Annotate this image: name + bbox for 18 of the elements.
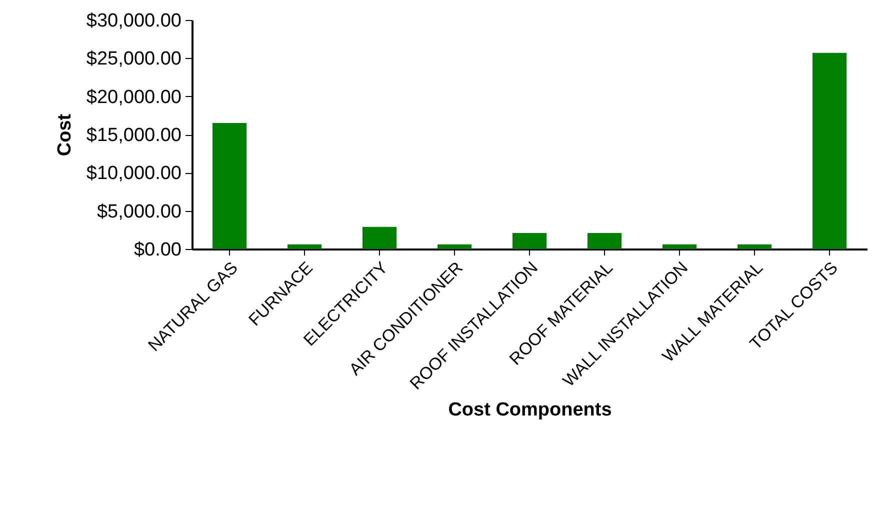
y-tick-label: $5,000.00	[96, 201, 182, 222]
bar	[512, 232, 546, 249]
bar	[288, 244, 322, 249]
y-tick-label: $10,000.00	[86, 163, 182, 184]
x-axis-title: Cost Components	[448, 400, 612, 421]
bar	[438, 244, 472, 249]
y-tick-label: $15,000.00	[86, 125, 182, 146]
y-tick-label: $30,000.00	[86, 10, 182, 32]
bar	[738, 244, 772, 249]
bar	[812, 52, 846, 249]
bar	[588, 232, 622, 249]
y-tick-label: $20,000.00	[86, 86, 182, 108]
y-tick-label: $25,000.00	[86, 48, 182, 70]
bar	[662, 244, 696, 249]
y-tick-label: $0.00	[134, 240, 182, 260]
bar	[212, 123, 246, 249]
y-axis-title: Cost	[54, 113, 76, 156]
bar	[362, 226, 396, 249]
